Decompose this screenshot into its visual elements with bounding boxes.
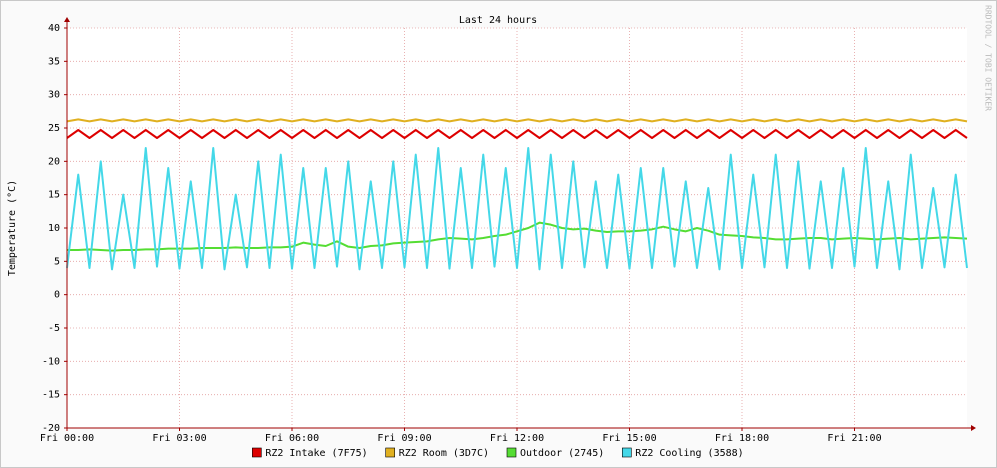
y-tick-label: -15 xyxy=(42,390,60,401)
x-tick-label: Fri 12:00 xyxy=(490,433,544,444)
legend-swatch xyxy=(506,447,517,458)
y-tick-label: -5 xyxy=(48,323,60,334)
x-tick-label: Fri 15:00 xyxy=(602,433,656,444)
x-axis-arrow xyxy=(971,425,976,431)
legend-label: Outdoor (2745) xyxy=(520,448,604,459)
y-tick-label: 40 xyxy=(48,23,60,34)
watermark: RRDTOOL / TOBI OETIKER xyxy=(984,5,993,111)
y-tick-label: 20 xyxy=(48,156,60,167)
x-tick-label: Fri 03:00 xyxy=(152,433,206,444)
series-line xyxy=(66,129,968,139)
x-tick-label: Fri 00:00 xyxy=(40,433,94,444)
legend-label: RZ2 Cooling (3588) xyxy=(635,448,743,459)
series-line xyxy=(66,147,968,271)
y-tick-label: -20 xyxy=(42,423,60,434)
y-tick-label: 0 xyxy=(54,290,60,301)
y-tick-label: 10 xyxy=(48,223,60,234)
y-axis-arrow xyxy=(64,17,70,22)
y-tick-label: 25 xyxy=(48,123,60,134)
y-tick-label: 35 xyxy=(48,56,60,67)
series-line xyxy=(66,118,968,123)
legend-swatch xyxy=(621,447,632,458)
legend-swatch xyxy=(385,447,395,458)
y-tick-label: 5 xyxy=(54,256,60,267)
legend-label: RZ2 Intake (7F75) xyxy=(265,448,367,459)
x-tick-label: Fri 18:00 xyxy=(715,433,769,444)
legend-label: RZ2 Room (3D7C) xyxy=(399,448,489,459)
y-tick-label: -10 xyxy=(42,356,60,367)
x-tick-label: Fri 21:00 xyxy=(827,433,881,444)
y-tick-label: 15 xyxy=(48,190,60,201)
series-line xyxy=(67,221,968,252)
chart-title: Last 24 hours xyxy=(459,15,537,26)
x-tick-label: Fri 09:00 xyxy=(377,433,431,444)
x-tick-label: Fri 06:00 xyxy=(265,433,319,444)
y-axis-label: Temperature (°C) xyxy=(7,180,18,276)
legend-swatch xyxy=(252,447,262,458)
y-tick-label: 30 xyxy=(48,90,60,101)
